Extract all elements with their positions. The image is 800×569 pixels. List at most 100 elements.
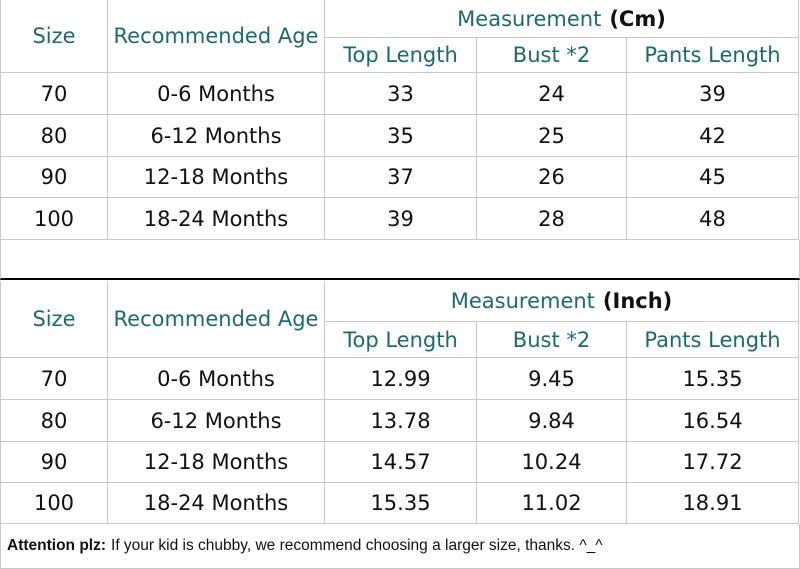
- size-header: Size: [0, 0, 108, 73]
- note: Attention plz: If your kid is chubby, we…: [0, 524, 800, 569]
- header-text: Measurement: [457, 6, 602, 31]
- cell-text: 18.91: [682, 491, 743, 515]
- age-header: Recommended Age: [108, 281, 325, 358]
- cell-text: 10.24: [521, 450, 582, 474]
- cell-text: 90: [40, 165, 68, 189]
- table-cell: 45: [627, 157, 799, 198]
- table-cell: 6-12 Months: [108, 115, 325, 157]
- cell-text: 100: [33, 491, 75, 515]
- spacer-row: [0, 240, 800, 280]
- header-text: Bust *2: [512, 327, 591, 352]
- cell-text: 14.57: [370, 450, 431, 474]
- size-header: Size: [0, 281, 108, 358]
- cell-text: 39: [699, 81, 726, 106]
- table-cell: 13.78: [325, 400, 477, 442]
- cell-text: 9.84: [528, 408, 575, 433]
- table-cell: 24: [477, 73, 627, 115]
- cell-text: 90: [40, 450, 68, 474]
- table-cell: 16.54: [627, 400, 799, 442]
- header-text: Size: [32, 24, 76, 48]
- table-cell: 39: [325, 198, 477, 240]
- cell-text: 28: [538, 206, 565, 231]
- cell-text: 35: [387, 123, 414, 148]
- table-cell: 11.02: [477, 483, 627, 524]
- column-header: Top Length: [325, 322, 477, 358]
- cell-text: 16.54: [682, 408, 743, 433]
- measurement-header: Measurement (Cm): [325, 0, 799, 38]
- note-text: If your kid is chubby, we recommend choo…: [111, 537, 603, 554]
- table-cell: 90: [0, 157, 108, 198]
- table-cell: 12-18 Months: [108, 442, 325, 483]
- cell-text: 0-6 Months: [157, 81, 275, 106]
- table-cell: 9.45: [477, 358, 627, 400]
- table-cell: 18-24 Months: [108, 483, 325, 524]
- cell-text: 12-18 Months: [143, 165, 289, 189]
- table-cell: 70: [0, 73, 108, 115]
- age-header: Recommended Age: [108, 0, 325, 73]
- table-cell: 33: [325, 73, 477, 115]
- table-cell: 14.57: [325, 442, 477, 483]
- cell-text: 48: [699, 206, 726, 231]
- cell-text: 18-24 Months: [143, 206, 289, 231]
- table-cell: 39: [627, 73, 799, 115]
- cell-text: 0-6 Months: [157, 366, 275, 391]
- table-cell: 100: [0, 483, 108, 524]
- cell-text: 17.72: [682, 450, 743, 474]
- cell-text: 100: [33, 206, 75, 231]
- cell-text: 70: [40, 366, 68, 391]
- header-text: Bust *2: [512, 43, 591, 67]
- header-text: Size: [32, 307, 76, 331]
- cell-text: 45: [699, 165, 726, 189]
- cell-text: 15.35: [370, 491, 431, 515]
- cell-text: 15.35: [682, 366, 743, 391]
- column-header: Pants Length: [627, 322, 799, 358]
- header-text: Top Length: [343, 43, 458, 67]
- header-text: Pants Length: [644, 43, 781, 67]
- table-cell: 35: [325, 115, 477, 157]
- unit-text: (Cm): [609, 6, 666, 31]
- table-cell: 37: [325, 157, 477, 198]
- table-cell: 0-6 Months: [108, 73, 325, 115]
- table-cell: 28: [477, 198, 627, 240]
- column-header: Bust *2: [477, 38, 627, 73]
- table-cell: 42: [627, 115, 799, 157]
- unit-text: (Inch): [602, 289, 673, 313]
- header-text: Pants Length: [644, 327, 781, 352]
- cell-text: 12.99: [370, 366, 431, 391]
- cell-text: 33: [387, 81, 414, 106]
- table-cell: 80: [0, 115, 108, 157]
- measurement-header: Measurement (Inch): [325, 281, 799, 322]
- column-header: Pants Length: [627, 38, 799, 73]
- table-cell: 15.35: [627, 358, 799, 400]
- table-cell: 6-12 Months: [108, 400, 325, 442]
- table-cell: 18.91: [627, 483, 799, 524]
- cell-text: 70: [40, 81, 68, 106]
- column-header: Top Length: [325, 38, 477, 73]
- cell-text: 37: [387, 165, 414, 189]
- column-header: Bust *2: [477, 322, 627, 358]
- table-cell: 0-6 Months: [108, 358, 325, 400]
- cell-text: 12-18 Months: [143, 450, 289, 474]
- cell-text: 26: [538, 165, 565, 189]
- table-cell: 12-18 Months: [108, 157, 325, 198]
- cell-text: 24: [538, 81, 565, 106]
- table-cell: 80: [0, 400, 108, 442]
- table-cell: 100: [0, 198, 108, 240]
- cell-text: 9.45: [528, 366, 575, 391]
- cell-text: 13.78: [370, 408, 431, 433]
- header-text: Recommended Age: [113, 307, 319, 331]
- note-label: Attention plz:: [7, 537, 107, 554]
- header-text: Measurement: [450, 289, 595, 313]
- table-cell: 25: [477, 115, 627, 157]
- table-cell: 70: [0, 358, 108, 400]
- cell-text: 42: [699, 123, 726, 148]
- table-cell: 48: [627, 198, 799, 240]
- cell-text: 6-12 Months: [150, 408, 282, 433]
- cell-text: 80: [40, 123, 68, 148]
- cell-text: 80: [40, 408, 68, 433]
- cell-text: 39: [387, 206, 414, 231]
- table-cell: 12.99: [325, 358, 477, 400]
- table-cell: 15.35: [325, 483, 477, 524]
- cell-text: 11.02: [521, 491, 582, 515]
